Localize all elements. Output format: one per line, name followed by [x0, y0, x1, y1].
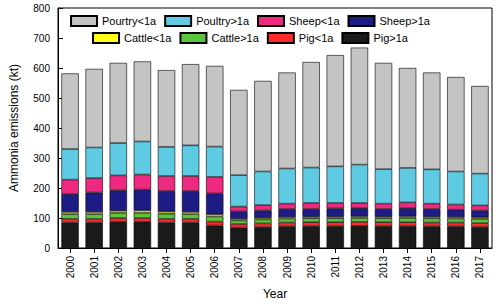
svg-text:2004: 2004 — [161, 256, 172, 279]
svg-text:2010: 2010 — [306, 256, 317, 279]
svg-text:0: 0 — [44, 243, 50, 254]
svg-text:2016: 2016 — [450, 256, 461, 279]
svg-text:700: 700 — [33, 33, 50, 44]
svg-text:Cattle>1a: Cattle>1a — [211, 32, 259, 44]
svg-text:2012: 2012 — [354, 256, 365, 279]
svg-text:Pig>1a: Pig>1a — [373, 32, 408, 44]
svg-text:Poultry>1a: Poultry>1a — [196, 15, 250, 27]
svg-text:2008: 2008 — [257, 256, 268, 279]
svg-text:2017: 2017 — [474, 256, 485, 279]
svg-text:2005: 2005 — [185, 256, 196, 279]
svg-text:400: 400 — [33, 123, 50, 134]
svg-text:2007: 2007 — [233, 256, 244, 279]
svg-text:Cattle<1a: Cattle<1a — [124, 32, 172, 44]
svg-text:2000: 2000 — [65, 256, 76, 279]
svg-text:Pig<1a: Pig<1a — [299, 32, 334, 44]
svg-text:2015: 2015 — [426, 256, 437, 279]
svg-text:2002: 2002 — [113, 256, 124, 279]
svg-text:100: 100 — [33, 213, 50, 224]
svg-text:300: 300 — [33, 153, 50, 164]
svg-text:500: 500 — [33, 93, 50, 104]
svg-text:800: 800 — [33, 3, 50, 14]
svg-text:Pourtry<1a: Pourtry<1a — [102, 15, 157, 27]
svg-text:2009: 2009 — [282, 256, 293, 279]
svg-text:600: 600 — [33, 63, 50, 74]
svg-text:200: 200 — [33, 183, 50, 194]
svg-text:Sheep<1a: Sheep<1a — [289, 15, 340, 27]
svg-text:2013: 2013 — [378, 256, 389, 279]
svg-text:Ammonia emissions (kt): Ammonia emissions (kt) — [7, 64, 21, 192]
svg-text:2001: 2001 — [89, 256, 100, 279]
svg-text:2006: 2006 — [209, 256, 220, 279]
svg-text:2011: 2011 — [330, 256, 341, 278]
svg-text:2003: 2003 — [137, 256, 148, 279]
svg-text:Year: Year — [263, 287, 287, 301]
svg-text:Sheep>1a: Sheep>1a — [380, 15, 431, 27]
svg-text:2014: 2014 — [402, 256, 413, 279]
